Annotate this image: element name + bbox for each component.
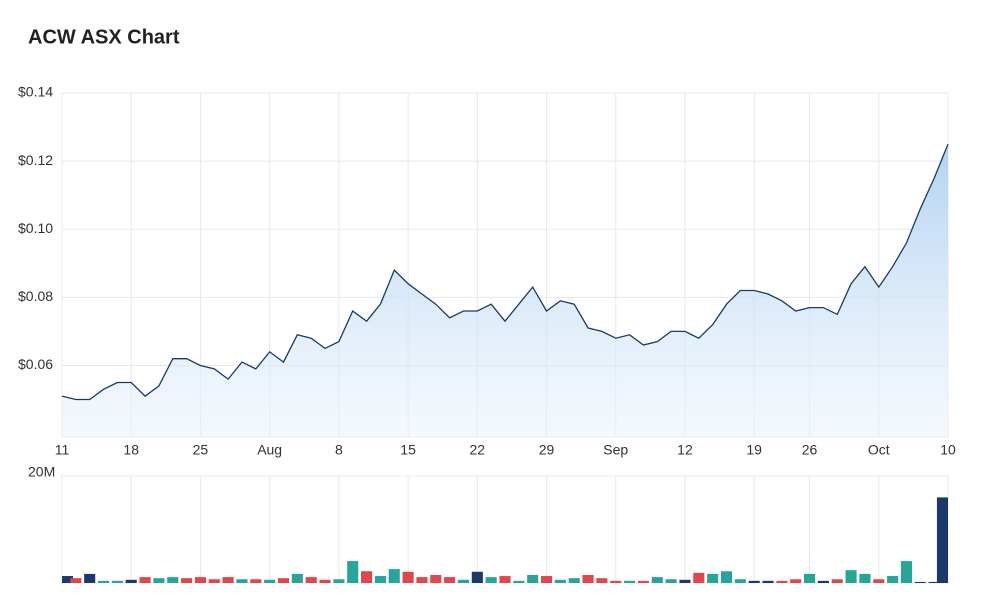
- volume-bar: [936, 497, 948, 583]
- volume-bar: [70, 578, 82, 583]
- plot-frame: [61, 475, 949, 584]
- volume-bar: [513, 580, 525, 583]
- volume-bar: [97, 580, 110, 583]
- volume-bar: [264, 579, 276, 583]
- volume-bar: [554, 579, 566, 583]
- x-tick-label: 10: [940, 442, 956, 458]
- volume-bar: [679, 579, 691, 583]
- volume-bar: [305, 577, 317, 583]
- volume-bar: [596, 578, 608, 583]
- volume-bar: [361, 571, 373, 583]
- area-fill: [62, 144, 948, 437]
- volume-bar: [111, 580, 123, 583]
- volume-bar: [457, 579, 470, 583]
- volume-bar: [277, 578, 290, 583]
- volume-bar: [914, 581, 926, 583]
- chart-title: ACW ASX Chart: [28, 26, 180, 48]
- volume-bar: [84, 573, 96, 583]
- y-tick-label: $0.08: [18, 288, 53, 304]
- y-tick-label: $0.06: [18, 356, 53, 372]
- x-tick-label: 29: [539, 442, 555, 458]
- x-tick-label: 25: [193, 442, 209, 458]
- volume-bar: [485, 577, 497, 583]
- volume-bar: [928, 581, 940, 583]
- volume-bar: [444, 577, 456, 583]
- volume-bar: [720, 571, 733, 583]
- volume-bar: [194, 577, 206, 583]
- volume-bar: [582, 574, 594, 583]
- volume-bar: [624, 580, 636, 583]
- volume-bar: [887, 576, 899, 583]
- x-tick-label: 11: [55, 442, 70, 458]
- x-tick-label: 26: [802, 442, 818, 458]
- volume-bar: [153, 578, 165, 583]
- volume-bar: [540, 576, 553, 583]
- volume-bar: [873, 579, 885, 583]
- volume-bar: [181, 578, 193, 583]
- volume-bar: [748, 580, 760, 583]
- volume-bar: [222, 577, 234, 583]
- volume-bar: [665, 579, 677, 583]
- volume-bar: [236, 579, 248, 583]
- volume-bar: [817, 580, 829, 583]
- volume-bar: [845, 570, 857, 583]
- volume-bar: [776, 580, 788, 583]
- volume-bar: [762, 580, 774, 583]
- x-tick-label: 15: [400, 442, 416, 458]
- volume-bar: [374, 576, 386, 583]
- x-tick-label: 8: [335, 442, 343, 458]
- volume-bar: [499, 576, 511, 583]
- price-line: [61, 143, 949, 401]
- x-tick-label: 19: [746, 442, 762, 458]
- volume-bar: [693, 572, 705, 583]
- volume-bar: [250, 579, 262, 583]
- volume-bar: [707, 573, 719, 583]
- y-tick-label: 20M: [28, 464, 55, 480]
- y-tick-label: $0.10: [18, 220, 53, 236]
- volume-bar: [831, 579, 843, 583]
- volume-bar: [347, 561, 359, 583]
- x-tick-label: Oct: [868, 442, 890, 458]
- volume-bar: [734, 579, 746, 583]
- volume-bar: [610, 580, 622, 583]
- volume-bar: [804, 573, 816, 583]
- volume-bar: [568, 578, 580, 583]
- volume-bar: [125, 579, 137, 583]
- x-tick-label: 22: [470, 442, 486, 458]
- volume-bar: [319, 579, 331, 583]
- volume-bar: [62, 576, 74, 583]
- x-tick-label: 18: [123, 442, 139, 458]
- x-tick-label: 12: [677, 442, 693, 458]
- volume-bar: [790, 579, 802, 583]
- volume-bar: [208, 579, 220, 583]
- volume-bar: [388, 569, 400, 583]
- volume-bar: [167, 577, 179, 583]
- x-tick-label: Aug: [257, 442, 282, 458]
- volume-bar: [637, 580, 649, 583]
- volume-bar: [416, 577, 428, 583]
- volume-bar: [402, 571, 414, 583]
- volume-bar: [900, 561, 913, 583]
- y-tick-label: $0.12: [18, 152, 53, 168]
- volume-bar: [333, 579, 345, 583]
- volume-bar: [859, 573, 871, 583]
- volume-bar: [430, 574, 442, 583]
- volume-bar: [527, 574, 539, 583]
- y-tick-label: $0.14: [18, 84, 53, 100]
- volume-bar: [291, 573, 303, 583]
- x-tick-label: Sep: [603, 442, 628, 458]
- volume-bar: [471, 571, 483, 583]
- volume-bar: [139, 577, 151, 583]
- volume-bar: [651, 577, 663, 583]
